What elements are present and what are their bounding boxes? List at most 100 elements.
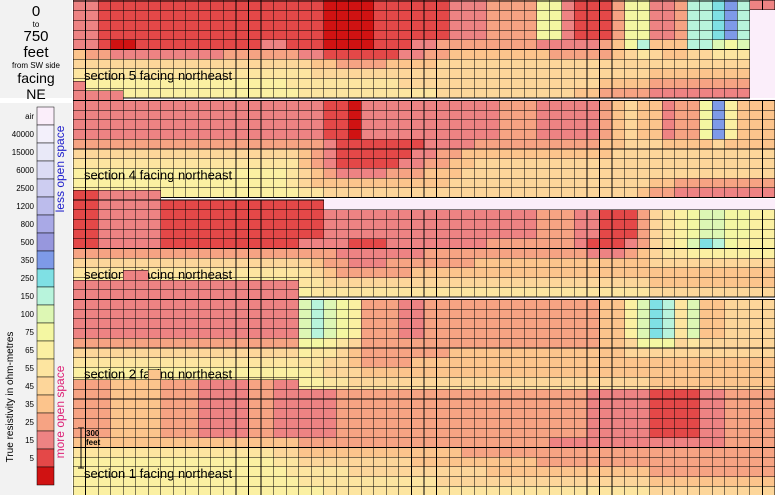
resistivity-cell	[73, 148, 86, 159]
resistivity-cell	[549, 129, 563, 140]
resistivity-cell	[423, 39, 437, 50]
resistivity-cell	[649, 139, 663, 150]
resistivity-cell	[712, 456, 726, 468]
resistivity-cell	[599, 376, 613, 388]
resistivity-cell	[85, 485, 99, 495]
resistivity-cell	[511, 357, 525, 368]
resistivity-cell	[549, 148, 563, 159]
resistivity-cell	[737, 328, 751, 339]
resistivity-cell	[436, 148, 450, 159]
resistivity-cell	[523, 139, 538, 150]
resistivity-cell	[737, 277, 751, 288]
resistivity-cell	[586, 257, 600, 269]
resistivity-cell	[185, 485, 199, 495]
header-box: 0 to 750 feet from SW side facing NE	[0, 0, 72, 102]
resistivity-cell	[110, 485, 124, 495]
resistivity-cell	[737, 148, 751, 159]
resistivity-cell	[737, 119, 751, 130]
section-label: section 4 facing northeast	[84, 168, 233, 183]
resistivity-cell	[574, 376, 588, 388]
resistivity-cell	[335, 286, 350, 298]
resistivity-cell	[762, 357, 775, 368]
resistivity-cell	[636, 318, 650, 329]
resistivity-cell	[586, 139, 600, 150]
resistivity-cell	[674, 257, 688, 269]
resistivity-cell	[737, 427, 751, 439]
resistivity-cell	[636, 49, 650, 60]
resistivity-cell	[712, 437, 726, 448]
resistivity-cell	[737, 286, 751, 298]
resistivity-cell	[122, 219, 136, 230]
resistivity-cell	[411, 277, 425, 288]
resistivity-cell	[762, 129, 775, 140]
resistivity-cell	[699, 219, 713, 230]
resistivity-cell	[624, 10, 638, 21]
resistivity-cell	[674, 49, 688, 60]
resistivity-cell	[223, 219, 237, 230]
resistivity-cell	[411, 58, 425, 70]
resistivity-cell	[498, 148, 513, 159]
resistivity-cell	[661, 388, 676, 400]
resistivity-cell	[762, 119, 775, 130]
resistivity-cell	[235, 379, 249, 390]
resistivity-cell	[762, 318, 775, 329]
resistivity-cell	[699, 337, 713, 349]
resistivity-cell	[536, 388, 550, 400]
resistivity-cell	[636, 148, 650, 159]
resistivity-cell	[561, 100, 575, 111]
resistivity-cell	[285, 199, 299, 210]
resistivity-cell	[235, 447, 249, 458]
resistivity-cell	[361, 187, 375, 198]
resistivity-cell	[160, 279, 174, 291]
resistivity-cell	[636, 357, 650, 368]
resistivity-cell	[85, 398, 99, 409]
resistivity-cell	[649, 10, 663, 21]
resistivity-cell	[122, 447, 136, 458]
resistivity-cell	[549, 308, 563, 320]
resistivity-cell	[97, 119, 111, 130]
resistivity-cell	[423, 10, 437, 21]
resistivity-cell	[461, 219, 475, 230]
resistivity-cell	[448, 109, 462, 121]
resistivity-cell	[248, 367, 262, 378]
resistivity-cell	[361, 318, 375, 329]
resistivity-cell	[298, 248, 312, 259]
resistivity-cell	[198, 209, 212, 220]
resistivity-cell	[223, 279, 237, 291]
resistivity-cell	[549, 209, 563, 220]
resistivity-cell	[448, 158, 462, 169]
resistivity-cell	[624, 78, 638, 89]
resistivity-cell	[536, 456, 550, 468]
resistivity-cell	[386, 267, 400, 278]
resistivity-cell	[172, 148, 187, 159]
resistivity-cell	[285, 476, 299, 487]
resistivity-cell	[298, 367, 312, 378]
resistivity-cell	[523, 158, 538, 169]
resistivity-cell	[147, 328, 162, 339]
resistivity-cell	[260, 129, 274, 140]
resistivity-cell	[611, 418, 625, 429]
resistivity-cell	[486, 286, 500, 298]
resistivity-cell	[235, 148, 249, 159]
resistivity-cell	[335, 119, 350, 130]
resistivity-cell	[523, 388, 538, 400]
resistivity-cell	[172, 447, 187, 458]
resistivity-cell	[549, 219, 563, 230]
resistivity-cell	[310, 267, 325, 278]
resistivity-cell	[498, 20, 513, 31]
resistivity-cell	[398, 119, 412, 130]
resistivity-cell	[235, 257, 249, 269]
resistivity-cell	[549, 119, 563, 130]
resistivity-cell	[223, 379, 237, 390]
resistivity-cell	[498, 347, 513, 358]
resistivity-cell	[335, 318, 350, 329]
resistivity-cell	[448, 267, 462, 278]
resistivity-cell	[335, 476, 350, 487]
resistivity-cell	[511, 318, 525, 329]
resistivity-cell	[699, 177, 713, 189]
resistivity-cell	[335, 447, 350, 458]
resistivity-cell	[411, 398, 425, 409]
resistivity-cell	[310, 219, 325, 230]
resistivity-cell	[448, 286, 462, 298]
resistivity-cell	[235, 337, 249, 349]
